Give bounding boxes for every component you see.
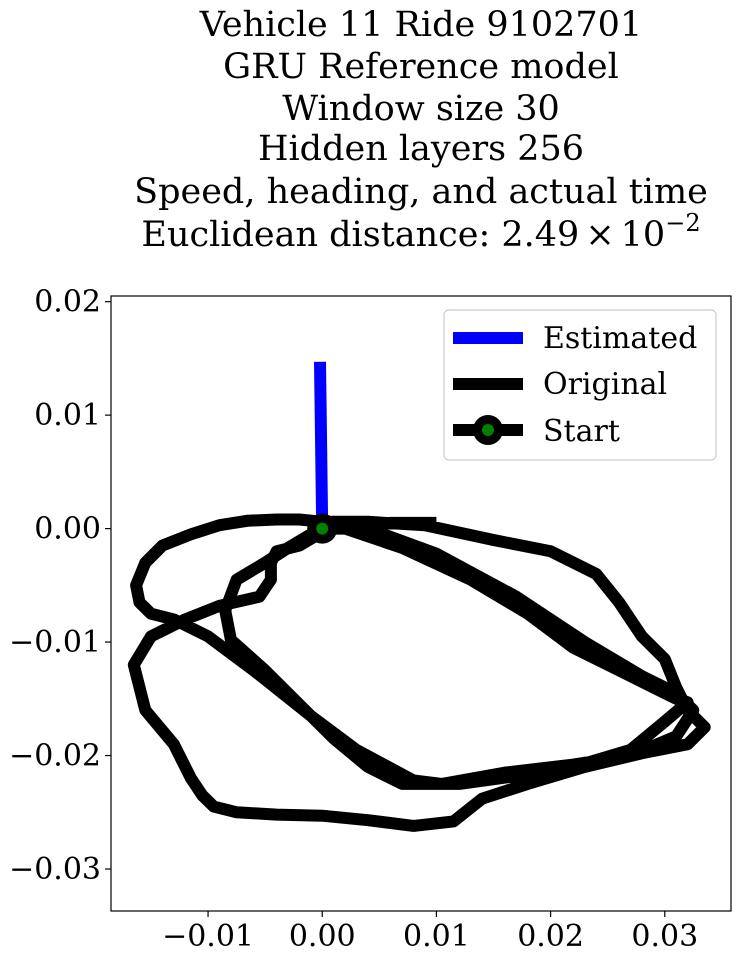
title-line-3: Window size 30	[282, 89, 560, 129]
title-distance-exponent: −2	[665, 209, 700, 237]
plot-area	[127, 361, 711, 832]
title-distance-times: ×	[585, 215, 614, 255]
series-original-line	[127, 513, 711, 832]
title-distance-prefix: Euclidean distance:	[141, 215, 501, 255]
x-tick-label: 0.00	[289, 919, 356, 954]
y-tick-label: −0.03	[9, 852, 101, 887]
title-distance-base: 10	[621, 215, 666, 255]
y-axis: 0.02 0.01 0.00 −0.01 −0.02 −0.03	[9, 285, 111, 887]
y-tick-label: −0.01	[9, 625, 101, 660]
legend-label-original: Original	[543, 367, 667, 402]
x-tick-label: 0.01	[403, 919, 470, 954]
x-tick-label: 0.02	[517, 919, 584, 954]
title-distance-line: Euclidean distance: 2.49 × 10−2	[141, 209, 700, 255]
title-line-4: Hidden layers 256	[258, 129, 584, 169]
legend-box	[443, 309, 717, 461]
y-tick-label: 0.01	[34, 398, 101, 433]
title-distance-mantissa: 2.49	[501, 215, 579, 255]
title-line-1: Vehicle 11 Ride 9102701	[199, 5, 642, 45]
chart-title: Vehicle 11 Ride 9102701 GRU Reference mo…	[134, 5, 708, 255]
legend-swatch-start-dot	[482, 424, 494, 436]
series-estimated-line	[314, 361, 329, 529]
title-line-5: Speed, heading, and actual time	[134, 172, 708, 212]
legend-label-estimated: Estimated	[543, 321, 697, 356]
y-tick-label: 0.02	[34, 285, 101, 320]
legend-label-start: Start	[543, 414, 620, 449]
y-tick-label: −0.02	[9, 739, 101, 774]
series-start-point	[316, 522, 329, 535]
x-tick-label: 0.03	[631, 919, 698, 954]
x-axis: −0.01 0.00 0.01 0.02 0.03	[162, 911, 698, 954]
y-tick-label: 0.00	[34, 512, 101, 547]
x-tick-label: −0.01	[162, 919, 254, 954]
legend: Estimated Original Start	[443, 309, 717, 461]
title-line-2: GRU Reference model	[223, 47, 619, 87]
axes-frame	[110, 295, 732, 912]
